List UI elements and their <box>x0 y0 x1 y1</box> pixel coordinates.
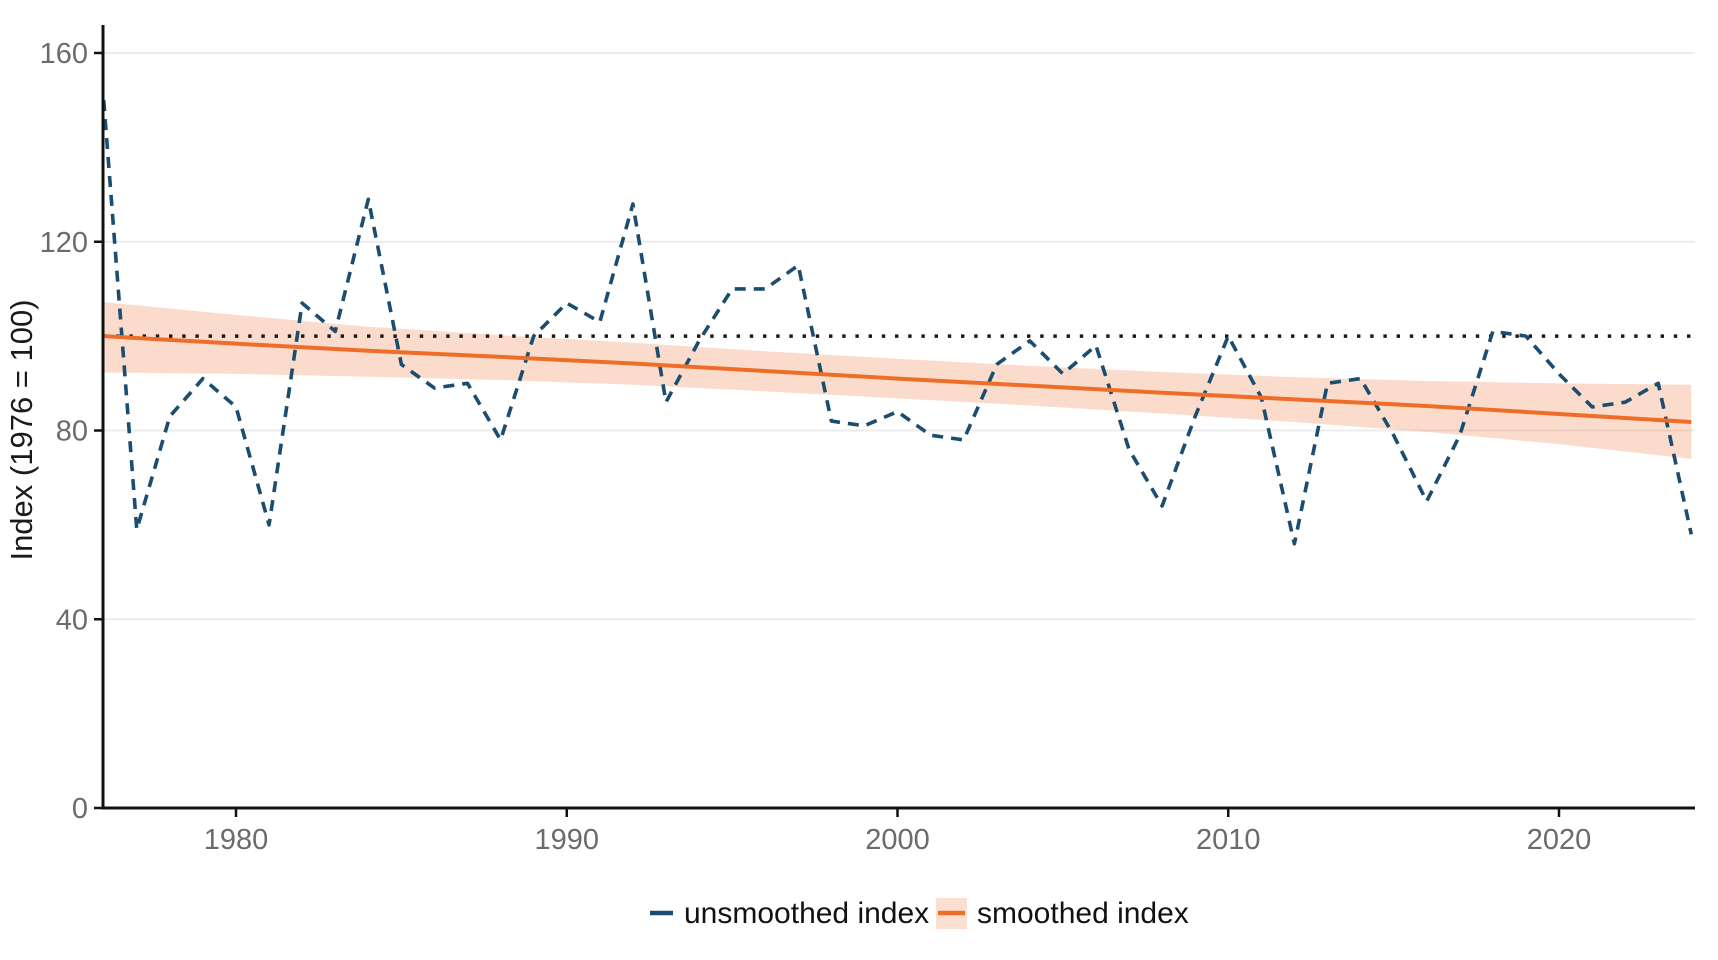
legend-label-smoothed: smoothed index <box>977 897 1189 930</box>
x-tick-label-2000: 2000 <box>865 824 930 856</box>
unsmoothed-index-line <box>101 100 1694 546</box>
legend-label-unsmoothed: unsmoothed index <box>684 897 929 930</box>
legend-item-smoothed: smoothed index <box>936 897 1189 930</box>
y-tick-label-80: 80 <box>56 416 88 448</box>
x-tick-label-2020: 2020 <box>1527 824 1592 856</box>
data-series <box>101 100 1694 546</box>
x-tick-label-2010: 2010 <box>1196 824 1261 856</box>
smoothed-index-line <box>103 334 1692 425</box>
legend-item-unsmoothed: unsmoothed index <box>650 897 929 930</box>
x-tick-label-1980: 1980 <box>204 824 269 856</box>
horizontal-gridlines <box>103 52 1695 621</box>
x-tick-label-1990: 1990 <box>534 824 599 856</box>
y-tick-label-120: 120 <box>40 227 88 259</box>
legend: unsmoothed index smoothed index <box>650 897 1189 930</box>
axis-ticks-and-labels: 0 40 80 120 160 1980 1990 2000 2010 2020 <box>40 38 1592 856</box>
y-axis-title: Index (1976 = 100) <box>4 299 39 560</box>
y-tick-label-0: 0 <box>72 793 88 825</box>
y-tick-label-40: 40 <box>56 604 88 636</box>
y-tick-label-160: 160 <box>40 38 88 70</box>
